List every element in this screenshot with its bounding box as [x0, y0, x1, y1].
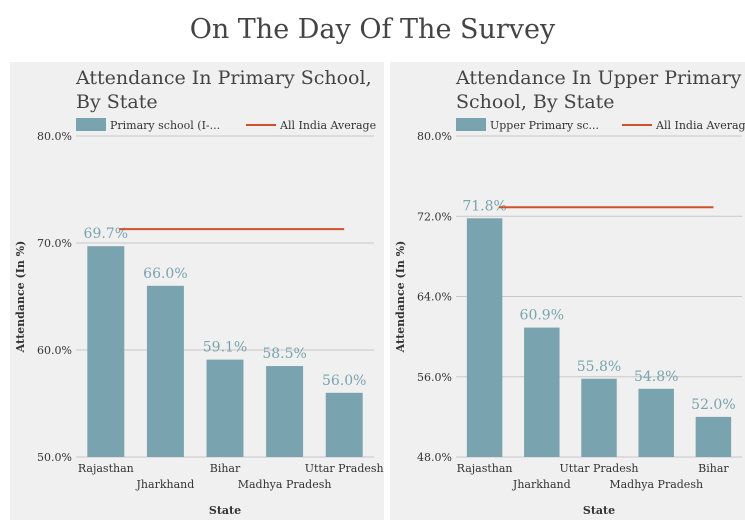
y-axis-label: Attendance (In %)	[394, 241, 407, 354]
x-tick-label: Rajasthan	[78, 462, 134, 475]
primary-chart-title-line-2: By State	[76, 91, 158, 113]
bar-value-label: 58.5%	[262, 346, 306, 362]
upper-primary-chart-panel: Attendance In Upper Primary School, By S…	[390, 62, 745, 520]
x-tick-label: Bihar	[698, 462, 729, 475]
upper-primary-chart-title-line-2: School, By State	[456, 91, 615, 113]
upper-primary-chart-title-line-1: Attendance In Upper Primary	[456, 67, 742, 89]
x-tick-label: Uttar Pradesh	[560, 462, 639, 475]
x-axis-label: State	[583, 504, 615, 517]
primary-school-chart-panel: Attendance In Primary School, By State P…	[10, 62, 384, 520]
bar-value-label: 54.8%	[634, 369, 678, 385]
bar	[206, 359, 244, 457]
bar-value-label: 60.9%	[520, 308, 564, 324]
bar-value-label: 66.0%	[143, 266, 187, 282]
page-title: On The Day Of The Survey	[189, 14, 556, 45]
bar	[524, 327, 560, 457]
primary-school-chart: Primary school (I-... All India Average 50…	[14, 118, 384, 517]
x-tick-label: Jharkhand	[512, 478, 571, 491]
legend-bar-swatch	[456, 118, 486, 131]
bar-value-label: 52.0%	[691, 397, 735, 413]
y-tick-label: 64.0%	[417, 291, 452, 304]
y-tick-label: 48.0%	[417, 451, 452, 464]
bar	[695, 416, 732, 457]
bar	[638, 388, 674, 457]
legend-bar-label: Primary school (I-...	[110, 119, 220, 132]
x-tick-label: Jharkhand	[136, 478, 195, 491]
bar-value-label: 55.8%	[577, 359, 621, 375]
upper-primary-chart-title: Attendance In Upper Primary School, By S…	[456, 66, 741, 114]
legend-bar-label: Upper Primary sc...	[490, 119, 599, 132]
x-tick-label: Rajasthan	[457, 462, 513, 475]
x-tick-label: Madhya Pradesh	[238, 478, 332, 491]
y-axis-label: Attendance (In %)	[14, 241, 27, 354]
bar	[581, 378, 617, 457]
x-axis-label: State	[209, 504, 241, 517]
legend-average-label: All India Average	[655, 119, 745, 132]
bar	[466, 218, 503, 457]
bar	[146, 285, 184, 457]
y-tick-label: 60.0%	[37, 344, 72, 357]
bar	[325, 392, 363, 457]
primary-chart-title-line-1: Attendance In Primary School,	[76, 67, 372, 89]
upper-primary-school-chart: Upper Primary sc... All India Average 48.0…	[394, 118, 745, 517]
y-tick-label: 70.0%	[37, 237, 72, 250]
y-tick-label: 50.0%	[37, 451, 72, 464]
bar	[87, 246, 125, 457]
primary-chart-title: Attendance In Primary School, By State	[76, 66, 372, 114]
x-tick-label: Uttar Pradesh	[305, 462, 384, 475]
bar-value-label: 56.0%	[322, 373, 366, 389]
legend-bar-swatch	[76, 118, 106, 131]
x-tick-label: Madhya Pradesh	[609, 478, 703, 491]
bar-value-label: 59.1%	[203, 340, 247, 356]
legend-average-label: All India Average	[279, 119, 376, 132]
y-tick-label: 80.0%	[37, 130, 72, 143]
bar	[266, 366, 304, 457]
y-tick-label: 56.0%	[417, 371, 452, 384]
bar-value-label: 69.7%	[84, 226, 128, 242]
x-tick-label: Bihar	[210, 462, 241, 475]
y-tick-label: 72.0%	[417, 210, 452, 223]
y-tick-label: 80.0%	[417, 130, 452, 143]
bar-value-label: 71.8%	[462, 198, 506, 214]
